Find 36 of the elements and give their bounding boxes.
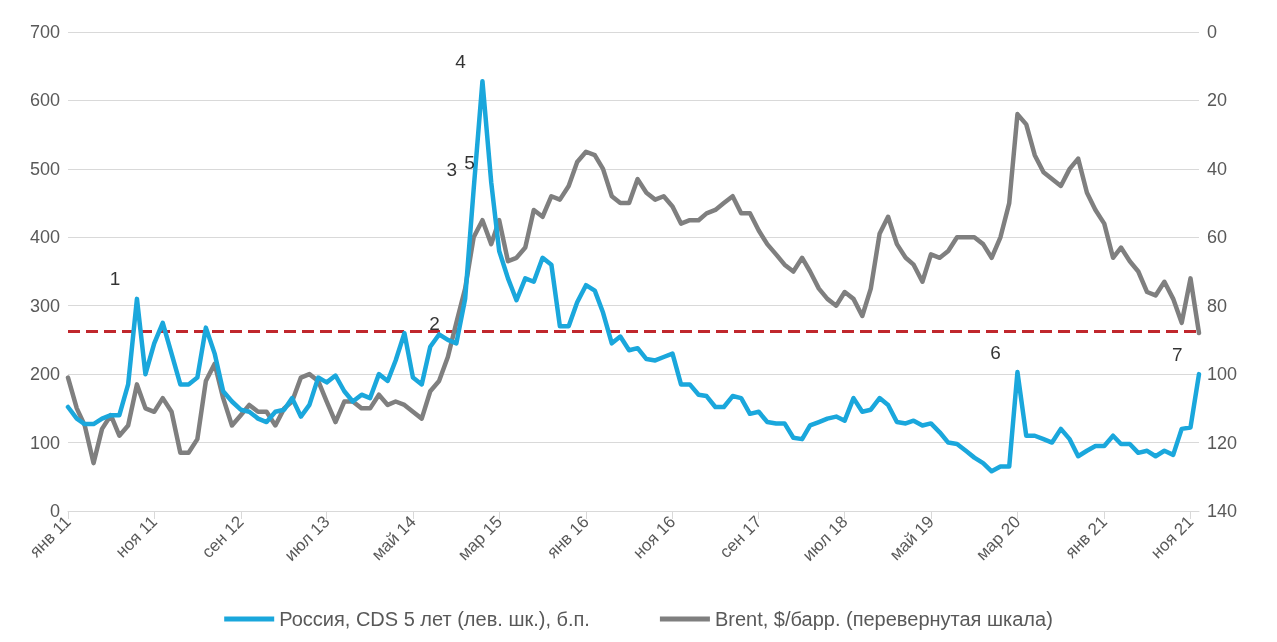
x-tick-label: ноя 21 [1147, 512, 1198, 563]
y-tick-label: 300 [29, 295, 60, 316]
legend-label: Россия, CDS 5 лет (лев. шк.), б.п. [279, 608, 590, 630]
y-tick-label: 400 [29, 227, 60, 248]
y2-tick-label: 100 [1207, 364, 1238, 385]
x-tick-label: янв 21 [1061, 512, 1111, 562]
annotation: 7 [1171, 343, 1183, 365]
x-tick-label: июл 13 [280, 512, 334, 565]
y-tick-label: 700 [29, 22, 60, 42]
x-tick-label: сен 12 [198, 512, 248, 562]
x-tick-label: ноя 11 [111, 512, 161, 562]
y-tick-label: 0 [49, 501, 60, 521]
x-tick-label: ноя 16 [629, 512, 680, 563]
y-tick-label: 500 [29, 158, 60, 179]
y-tick-label: 200 [29, 364, 60, 385]
annotation: 5 [464, 152, 475, 174]
legend-label: Brent, $/барр. (перевернутая шкала) [714, 608, 1053, 630]
y2-tick-label: 20 [1207, 90, 1228, 111]
annotation: 6 [990, 341, 1001, 363]
y2-tick-label: 120 [1207, 432, 1238, 453]
x-tick-label: сен 17 [716, 512, 766, 562]
y-tick-label: 100 [29, 432, 60, 453]
annotation: 4 [455, 50, 467, 72]
x-tick-label: мар 15 [454, 512, 506, 565]
y2-tick-label: 0 [1207, 22, 1218, 42]
x-tick-label: янв 16 [543, 512, 593, 562]
annotation: 2 [429, 312, 440, 334]
y2-tick-label: 60 [1207, 227, 1228, 248]
y2-tick-label: 80 [1207, 295, 1228, 316]
y-tick-label: 600 [29, 90, 60, 111]
x-tick-label: мар 20 [972, 512, 1025, 565]
y2-tick-label: 40 [1207, 158, 1228, 179]
x-tick-label: июл 18 [798, 512, 852, 565]
annotation: 1 [109, 268, 121, 290]
y2-tick-label: 140 [1207, 501, 1238, 521]
annotation: 3 [446, 158, 458, 180]
